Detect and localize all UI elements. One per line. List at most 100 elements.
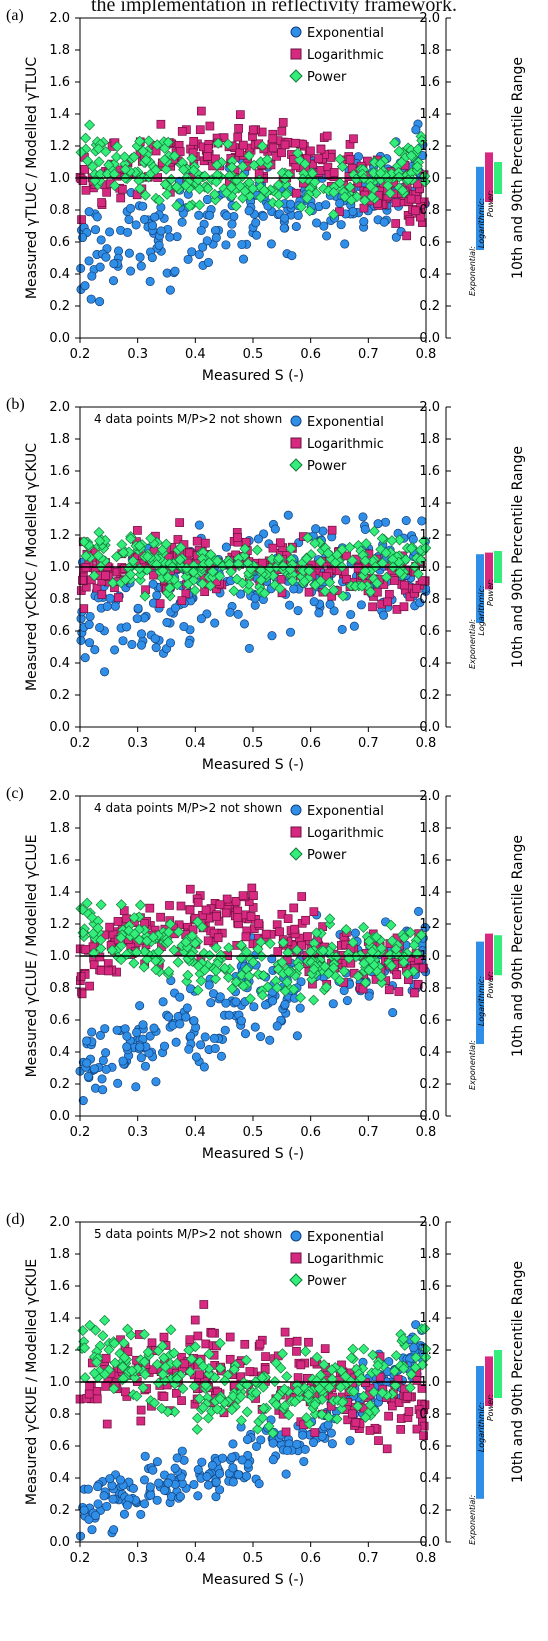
logarithmic-point	[368, 602, 377, 612]
y-tick-label: 0.8	[49, 203, 70, 218]
legend-label-exponential: Exponential	[307, 1230, 384, 1245]
exponential-point	[95, 262, 105, 272]
exponential-point	[249, 1002, 259, 1012]
power-point	[138, 961, 150, 973]
x-tick-label: 0.7	[358, 347, 379, 362]
percentile-tick-label: 0.0	[419, 720, 440, 735]
y-tick-label: 0.8	[49, 592, 70, 607]
exponential-point	[135, 1042, 145, 1052]
power-point	[368, 525, 380, 537]
logarithmic-point	[193, 898, 203, 907]
logarithmic-point	[314, 154, 324, 163]
exponential-point	[84, 256, 94, 266]
power-point	[328, 186, 340, 198]
logarithmic-point	[231, 896, 241, 906]
percentile-axis-title: 10th and 90th Percentile Range	[510, 835, 526, 1057]
exponential-point	[136, 261, 146, 271]
legend-label-exponential: Exponential	[307, 26, 384, 41]
marker-group	[76, 510, 432, 677]
power-point	[382, 180, 394, 192]
power-point	[186, 930, 198, 942]
power-point	[189, 584, 201, 596]
exponential-point	[93, 1482, 103, 1492]
exponential-point	[102, 601, 112, 611]
percentile-bar-label: Power:	[486, 190, 495, 217]
power-point	[184, 200, 196, 212]
y-axis-title: Measured γTLUC / Modelled γTLUC	[24, 57, 40, 299]
logarithmic-point	[177, 596, 187, 605]
y-tick-label: 1.8	[49, 43, 70, 58]
power-point	[255, 574, 267, 586]
exponential-point	[258, 211, 268, 221]
percentile-tick-label: 0.8	[419, 203, 440, 218]
exponential-point	[122, 1500, 132, 1510]
power-point	[160, 163, 172, 175]
logarithmic-point	[165, 901, 174, 910]
power-point	[415, 554, 427, 566]
power-point	[142, 551, 154, 563]
logarithmic-point	[411, 206, 420, 216]
marker-group	[75, 106, 431, 307]
percentile-tick-label: 1.2	[419, 528, 440, 543]
exponential-point	[151, 643, 161, 653]
exponential-point	[120, 1024, 130, 1034]
power-point	[251, 544, 263, 556]
logarithmic-point	[280, 1327, 290, 1337]
percentile-tick-label: 0.0	[419, 1535, 440, 1550]
exponential-point	[135, 1001, 145, 1011]
percentile-tick-label: 0.2	[419, 1503, 440, 1518]
exponential-point	[83, 1071, 93, 1082]
power-point	[153, 194, 165, 206]
exponential-point	[215, 1469, 225, 1479]
logarithmic-point	[136, 1405, 146, 1415]
logarithmic-point	[404, 1407, 414, 1416]
logarithmic-point	[81, 945, 91, 954]
percentile-tick-label: 1.0	[419, 949, 440, 964]
y-tick-label: 0.2	[49, 1077, 70, 1092]
power-point	[225, 566, 237, 578]
legend-marker-power	[289, 69, 303, 83]
x-tick-label: 0.5	[243, 736, 264, 751]
exponential-point	[101, 252, 111, 262]
logarithmic-point	[419, 963, 428, 973]
logarithmic-point	[399, 602, 409, 612]
panel-label: (b)	[6, 396, 25, 413]
exponential-point	[128, 1483, 138, 1493]
power-point	[393, 145, 405, 157]
percentile-bar-label: Power:	[486, 1394, 495, 1421]
y-tick-label: 1.0	[49, 171, 70, 186]
logarithmic-point	[177, 1396, 186, 1405]
logarithmic-point	[156, 912, 165, 922]
exponential-point	[97, 1074, 107, 1084]
x-tick-label: 0.5	[243, 347, 264, 362]
exponential-point	[291, 222, 301, 232]
percentile-tick-label: 1.8	[419, 821, 440, 836]
exponential-point	[286, 199, 296, 209]
exponential-point	[341, 515, 351, 525]
exponential-point	[131, 1082, 141, 1092]
logarithmic-point	[276, 574, 286, 584]
power-point	[393, 171, 405, 183]
exponential-point	[413, 906, 424, 916]
power-point	[186, 152, 198, 164]
exponential-point	[124, 214, 134, 225]
power-point	[159, 154, 171, 166]
x-tick-label: 0.7	[358, 736, 379, 751]
power-point	[295, 201, 307, 213]
logarithmic-point	[105, 922, 115, 932]
exponential-point	[133, 603, 143, 613]
percentile-tick-label: 0.4	[419, 1471, 440, 1486]
logarithmic-point	[384, 1411, 393, 1421]
power-point	[281, 976, 293, 988]
logarithmic-point	[201, 538, 210, 548]
logarithmic-point	[291, 138, 300, 148]
power-point	[360, 977, 372, 989]
exponential-point	[241, 1471, 252, 1481]
logarithmic-point	[76, 972, 86, 981]
exponential-point	[228, 1477, 238, 1487]
power-point	[405, 150, 417, 162]
power-point	[107, 577, 119, 589]
logarithmic-point	[79, 604, 89, 613]
logarithmic-point	[203, 151, 212, 161]
exponential-point	[194, 210, 204, 220]
